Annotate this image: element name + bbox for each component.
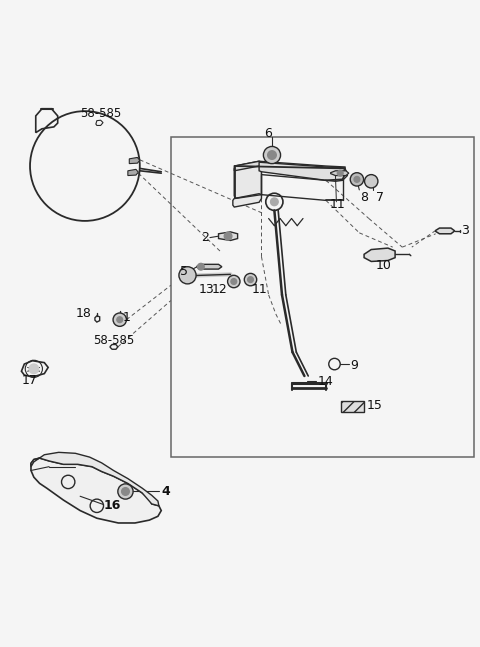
Text: 13: 13 [199, 283, 214, 296]
Circle shape [268, 151, 276, 159]
Circle shape [179, 267, 196, 284]
Circle shape [231, 279, 237, 285]
Polygon shape [341, 400, 364, 411]
Circle shape [264, 146, 281, 164]
Text: 2: 2 [201, 231, 209, 244]
Text: 11: 11 [330, 198, 346, 211]
Polygon shape [31, 458, 161, 523]
Text: 15: 15 [366, 399, 383, 412]
Text: 10: 10 [375, 259, 391, 272]
Text: 5: 5 [180, 265, 189, 278]
Polygon shape [436, 228, 455, 234]
Circle shape [224, 232, 232, 240]
Circle shape [198, 263, 204, 270]
Circle shape [118, 484, 133, 499]
Polygon shape [364, 248, 395, 261]
Circle shape [350, 173, 364, 186]
Circle shape [117, 317, 122, 323]
Polygon shape [31, 452, 159, 506]
Text: 14: 14 [318, 375, 334, 388]
Polygon shape [259, 162, 348, 181]
Circle shape [354, 177, 360, 182]
Text: 1: 1 [123, 311, 131, 324]
Polygon shape [331, 171, 349, 175]
Text: 3: 3 [461, 225, 469, 237]
Text: 8: 8 [360, 192, 368, 204]
Circle shape [364, 175, 378, 188]
Circle shape [271, 198, 278, 206]
Text: 58-585: 58-585 [80, 107, 121, 120]
Text: 9: 9 [350, 358, 358, 371]
Circle shape [113, 313, 126, 326]
Circle shape [228, 276, 240, 288]
Polygon shape [218, 232, 238, 241]
Text: 7: 7 [376, 192, 384, 204]
Text: 4: 4 [161, 485, 170, 498]
Polygon shape [129, 157, 140, 164]
Circle shape [121, 488, 129, 496]
Text: 17: 17 [22, 374, 38, 388]
Circle shape [337, 170, 343, 176]
Circle shape [244, 274, 257, 286]
Polygon shape [197, 265, 222, 269]
Text: 18: 18 [75, 307, 91, 320]
Polygon shape [233, 193, 262, 207]
Polygon shape [234, 161, 262, 199]
Bar [171, 137, 474, 457]
Polygon shape [128, 170, 138, 175]
Text: 16: 16 [104, 499, 121, 512]
Text: 58-585: 58-585 [94, 334, 135, 347]
Text: 11: 11 [252, 283, 268, 296]
Circle shape [248, 277, 253, 283]
Text: 6: 6 [264, 127, 272, 140]
Polygon shape [234, 161, 345, 171]
Text: 12: 12 [212, 283, 228, 296]
Circle shape [29, 364, 38, 373]
